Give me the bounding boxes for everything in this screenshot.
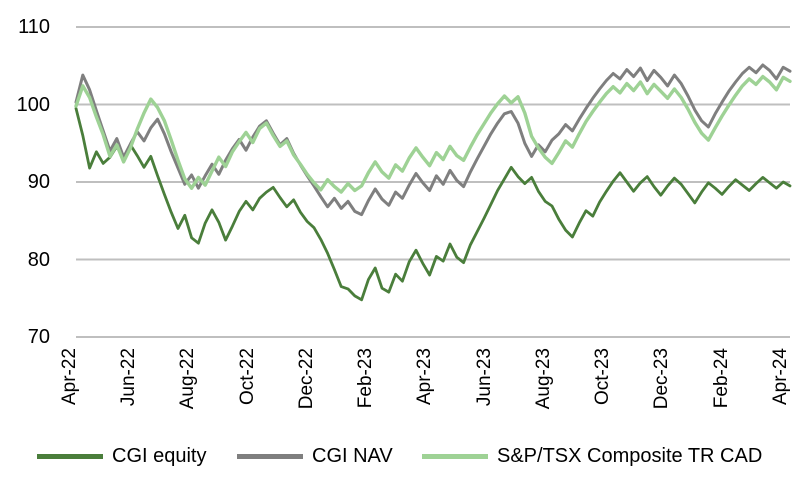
benchmark-line-swatch bbox=[422, 453, 488, 459]
x-axis-tick: Oct-22 bbox=[237, 348, 258, 406]
x-axis-tick: Aug-23 bbox=[533, 348, 554, 410]
x-axis-tick: Apr-23 bbox=[414, 348, 435, 406]
y-axis-tick: 90 bbox=[27, 171, 50, 193]
y-axis-tick: 70 bbox=[27, 326, 50, 348]
x-axis-tick: Feb-23 bbox=[355, 348, 376, 409]
legend-item-equity: CGI equity bbox=[37, 443, 206, 469]
x-axis-tick: Dec-23 bbox=[651, 348, 672, 410]
x-axis-tick: Dec-22 bbox=[296, 348, 317, 410]
x-axis-tick: Apr-22 bbox=[59, 348, 80, 406]
legend-label-equity: CGI equity bbox=[112, 444, 207, 467]
y-axis-tick: 110 bbox=[18, 16, 50, 38]
legend-label-benchmark: S&P/TSX Composite TR CAD bbox=[497, 444, 763, 467]
legend-label-nav: CGI NAV bbox=[312, 444, 393, 467]
nav-line-swatch bbox=[237, 453, 303, 459]
series-line-0 bbox=[74, 107, 792, 302]
equity-line-swatch bbox=[37, 453, 103, 459]
series-line-1 bbox=[74, 63, 792, 217]
y-axis-tick: 80 bbox=[27, 249, 50, 271]
y-axis-tick: 100 bbox=[16, 94, 50, 116]
x-axis-tick: Jun-22 bbox=[118, 348, 139, 407]
legend-item-benchmark: S&P/TSX Composite TR CAD bbox=[422, 443, 762, 469]
legend-item-nav: CGI NAV bbox=[237, 443, 393, 469]
x-axis-tick: Jun-23 bbox=[474, 348, 495, 407]
x-axis-tick: Apr-24 bbox=[770, 348, 791, 406]
x-axis-tick: Oct-23 bbox=[592, 348, 613, 406]
x-axis-tick: Aug-22 bbox=[177, 348, 198, 410]
x-axis-tick: Feb-24 bbox=[711, 348, 732, 409]
series-line-2 bbox=[74, 74, 792, 194]
